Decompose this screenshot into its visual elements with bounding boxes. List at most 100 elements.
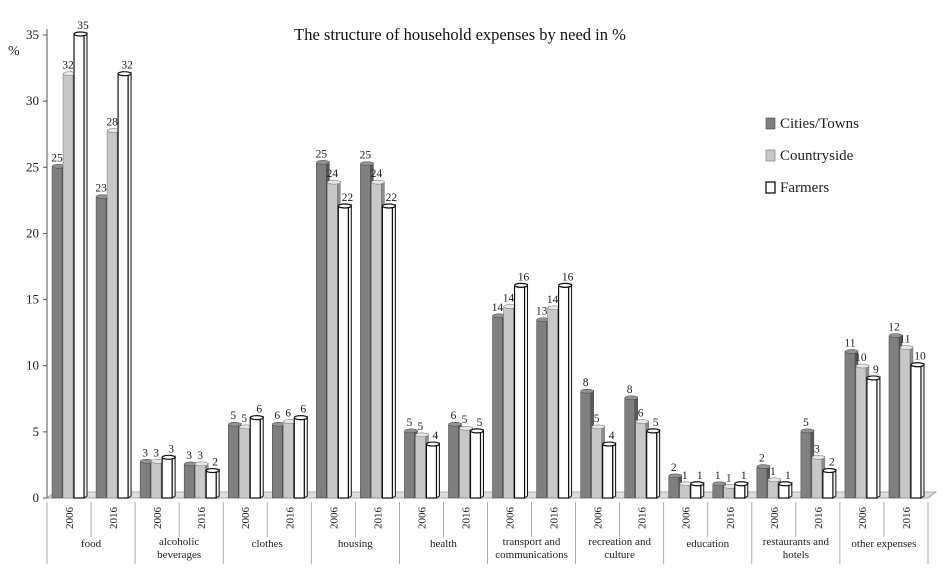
bar-farmers	[602, 441, 617, 499]
bar-front	[293, 418, 305, 499]
bar-front	[371, 182, 382, 499]
category-label: culture	[604, 549, 635, 561]
data-label: 3	[153, 447, 159, 459]
data-label: 10	[914, 351, 926, 363]
data-label: 6	[285, 408, 291, 420]
data-label: 1	[785, 470, 791, 482]
year-label: 2006	[505, 507, 517, 530]
year-label: 2016	[549, 507, 561, 530]
data-label: 3	[186, 450, 192, 462]
data-label: 4	[433, 430, 439, 442]
bar-top	[117, 71, 132, 77]
category-label: beverages	[157, 549, 201, 561]
bar-front	[734, 484, 746, 499]
data-label: 5	[407, 417, 413, 429]
bar-front	[415, 435, 426, 499]
legend-label: Cities/Towns	[780, 116, 859, 132]
bar-top	[557, 282, 573, 288]
bar-top	[602, 441, 617, 447]
legend-label: Farmers	[780, 180, 829, 196]
bar-front	[888, 336, 900, 499]
bar-top	[249, 415, 264, 421]
data-label: 1	[726, 472, 732, 484]
bar-top	[227, 421, 242, 427]
bar-front	[811, 458, 823, 499]
bar-front	[547, 308, 558, 499]
data-label: 32	[62, 60, 74, 72]
bar-top	[635, 419, 649, 424]
bar-farmers	[293, 415, 308, 499]
bar-front	[360, 164, 371, 499]
data-label: 2	[671, 462, 677, 474]
bar-top	[822, 467, 837, 474]
bar-top	[624, 395, 638, 401]
bar-top	[73, 31, 88, 37]
data-label: 14	[547, 294, 559, 306]
bar-top	[888, 333, 903, 338]
year-label: 2016	[725, 507, 737, 530]
y-tick-label: 5	[33, 424, 40, 439]
bar-front	[844, 352, 856, 499]
year-label: 2006	[593, 507, 605, 530]
data-label: 5	[462, 414, 468, 426]
data-label: 2	[212, 457, 218, 469]
bar-front	[249, 418, 261, 499]
bar-farmers	[469, 428, 485, 499]
bar-top	[448, 421, 462, 427]
data-label: 1	[715, 470, 721, 482]
data-label: 1	[697, 470, 703, 482]
bar-top	[327, 179, 341, 185]
year-label: 2006	[857, 507, 869, 530]
bar-front	[778, 484, 790, 499]
bar-farmers	[690, 481, 705, 499]
bar-top	[866, 375, 881, 381]
year-label: 2006	[769, 507, 781, 530]
bar-front	[283, 422, 294, 499]
year-label: 2016	[284, 507, 296, 530]
bar-top	[690, 481, 705, 487]
bar-top	[513, 282, 529, 288]
data-label: 11	[899, 334, 910, 346]
bar-farmers	[513, 282, 529, 499]
y-axis-label: %	[8, 44, 20, 59]
bar-front	[404, 431, 415, 499]
bar-front	[800, 431, 812, 499]
bar-front	[580, 391, 591, 499]
year-label: 2006	[681, 507, 693, 530]
y-tick-label: 10	[26, 358, 39, 373]
data-label: 5	[477, 417, 483, 429]
year-label: 2016	[372, 507, 384, 530]
data-label: 35	[77, 20, 89, 32]
bar-farmers	[646, 428, 661, 499]
year-label: 2006	[64, 507, 76, 530]
bar-front	[117, 74, 129, 499]
bar-top	[800, 428, 815, 434]
bar-farmers	[866, 375, 881, 499]
bar-top	[734, 481, 749, 487]
bar-top	[899, 345, 914, 350]
bar-front	[272, 424, 283, 499]
bar-top	[161, 454, 176, 460]
data-label: 3	[168, 443, 174, 455]
bar-farmers	[822, 467, 837, 499]
bar-front	[150, 462, 162, 499]
data-label: 6	[256, 404, 262, 416]
bar-top	[316, 160, 330, 165]
bar-top	[205, 467, 220, 474]
legend: Cities/Towns Countryside Farmers	[765, 116, 859, 196]
bar-front	[227, 424, 239, 499]
y-tick-label: 0	[33, 490, 40, 505]
category-label: other expenses	[851, 538, 916, 550]
bar-farmers	[249, 415, 264, 499]
data-label: 16	[518, 271, 530, 283]
data-label: 3	[142, 447, 148, 459]
data-label: 24	[371, 168, 383, 180]
data-label: 5	[653, 417, 659, 429]
data-label: 13	[536, 306, 548, 318]
bar-front	[910, 365, 922, 499]
year-label: 2016	[108, 507, 120, 530]
data-label: 8	[627, 384, 633, 396]
data-label: 22	[342, 192, 354, 204]
